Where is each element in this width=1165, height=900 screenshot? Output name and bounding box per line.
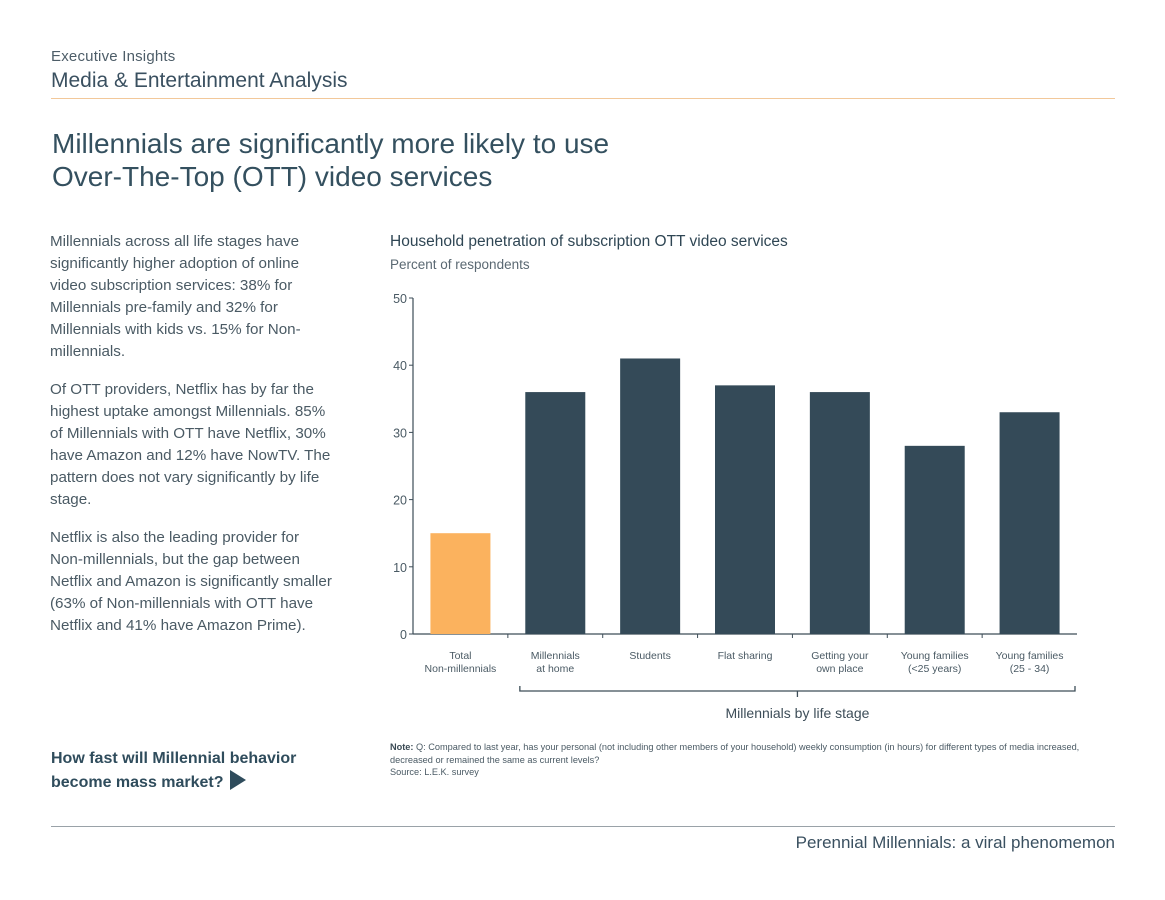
group-label: Millennials by life stage <box>725 705 869 721</box>
kicker-text: Executive Insights <box>51 48 176 65</box>
x-tick-label: (<25 years) <box>908 663 961 675</box>
section-title: Media & Entertainment Analysis <box>51 69 348 92</box>
body-paragraph: Millennials across all life stages have … <box>50 233 301 360</box>
footer-divider <box>51 826 1115 827</box>
note-label: Note: <box>390 742 414 752</box>
chart-subtitle: Percent of respondents <box>390 257 530 272</box>
bar <box>430 533 491 634</box>
page-title-line-1: Millennials are significantly more likel… <box>52 128 610 159</box>
bar <box>999 412 1060 634</box>
x-tick-label: Flat sharing <box>718 650 773 662</box>
bar <box>809 392 870 634</box>
bar <box>904 445 965 634</box>
x-tick-label: Young families <box>996 650 1064 662</box>
body-text: Millennials across all life stages have … <box>50 231 335 653</box>
source-text: Source: L.E.K. survey <box>390 767 479 777</box>
cta-line-2: become mass market? <box>51 774 224 791</box>
header-divider <box>51 98 1115 99</box>
x-tick-label: Getting your <box>811 650 869 662</box>
group-bracket <box>519 686 1076 692</box>
footer-text: Perennial Millennials: a viral phenomemo… <box>795 833 1115 852</box>
y-tick-label: 10 <box>393 561 407 575</box>
y-tick-label: 0 <box>400 628 407 642</box>
cta-link[interactable]: How fast will Millennial behavior become… <box>51 748 351 794</box>
chart-note: Note: Q: Compared to last year, has your… <box>390 741 1110 779</box>
body-paragraph: Netflix is also the leading provider for… <box>50 529 332 634</box>
bar <box>525 392 586 634</box>
x-tick-label: (25 - 34) <box>1010 663 1050 675</box>
cta-line-1: How fast will Millennial behavior <box>51 750 297 767</box>
x-tick-label: Students <box>629 650 670 662</box>
play-arrow-icon[interactable] <box>229 770 246 790</box>
x-tick-label: Millennials <box>531 650 580 662</box>
bar <box>620 358 681 634</box>
y-tick-label: 30 <box>393 426 407 440</box>
y-tick-label: 40 <box>393 359 407 373</box>
page-title-line-2: Over-The-Top (OTT) video services <box>52 161 493 192</box>
x-tick-label: Young families <box>901 650 969 662</box>
y-tick-label: 20 <box>393 494 407 508</box>
note-text: Q: Compared to last year, has your perso… <box>390 742 1080 765</box>
body-paragraph: Of OTT providers, Netflix has by far the… <box>50 381 331 508</box>
x-tick-label: at home <box>536 663 574 675</box>
y-tick-label: 50 <box>393 292 407 306</box>
x-tick-label: Total <box>449 650 471 662</box>
chart-title: Household penetration of subscription OT… <box>390 233 788 250</box>
page-title: Millennials are significantly more likel… <box>52 127 752 193</box>
x-tick-label: Non-millennials <box>425 663 497 675</box>
x-tick-label: own place <box>816 663 863 675</box>
bar <box>715 385 775 634</box>
